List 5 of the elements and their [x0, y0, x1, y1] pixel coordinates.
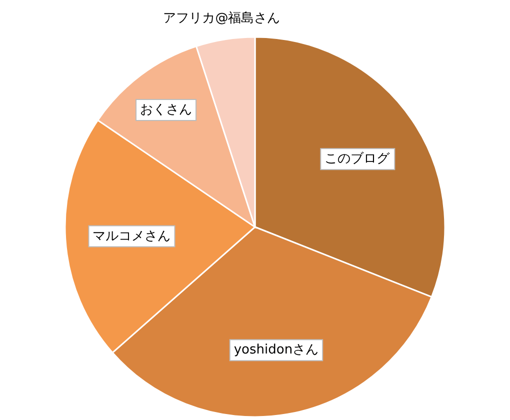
slice-label: yoshidonさん — [234, 342, 319, 358]
slice-label: おくさん — [140, 102, 192, 118]
slice-label: このブログ — [324, 152, 391, 167]
slice-label: アフリカ@福島さん — [163, 10, 280, 26]
slice-label: マルコメさん — [92, 228, 171, 244]
